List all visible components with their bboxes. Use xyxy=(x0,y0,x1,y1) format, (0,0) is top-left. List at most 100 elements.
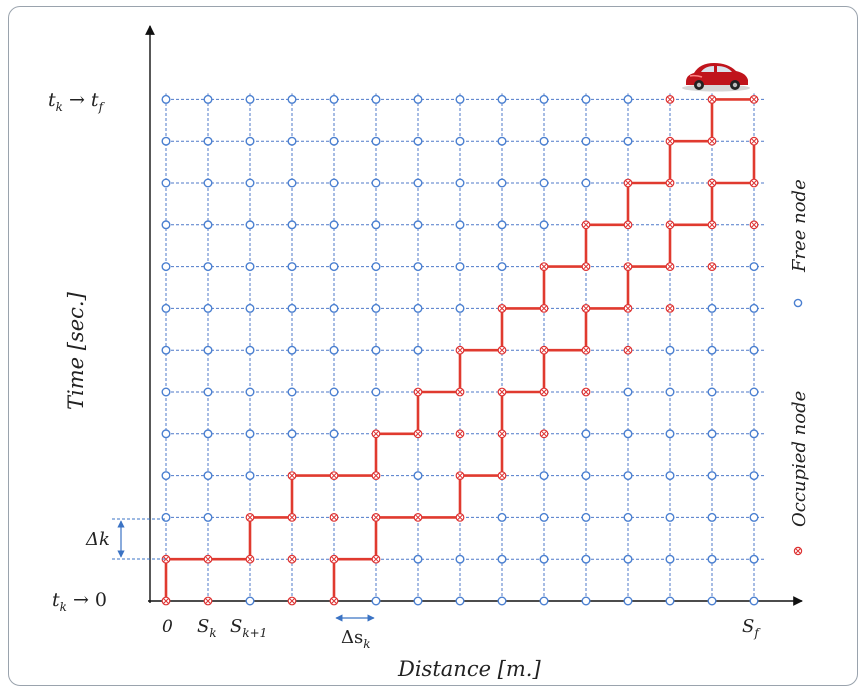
free-node xyxy=(245,303,255,313)
free-node xyxy=(749,596,759,606)
free-node xyxy=(287,387,297,397)
free-node xyxy=(707,596,717,606)
occupied-node xyxy=(455,345,465,355)
free-node xyxy=(203,303,213,313)
occupied-node xyxy=(413,513,423,522)
free-node xyxy=(581,178,591,188)
free-node xyxy=(329,345,339,355)
free-node xyxy=(287,303,297,313)
free-node xyxy=(539,94,549,104)
occupied-node xyxy=(371,513,381,522)
occupied-node xyxy=(623,345,633,355)
occupied-node xyxy=(371,429,381,439)
free-node xyxy=(665,345,675,355)
free-node xyxy=(203,512,213,522)
free-node xyxy=(203,471,213,481)
free-node xyxy=(161,178,171,188)
occupied-node xyxy=(287,596,297,606)
free-node xyxy=(581,471,591,481)
free-node xyxy=(707,554,717,564)
occupied-node xyxy=(497,304,507,313)
free-node xyxy=(245,429,255,439)
y-axis-title: Time [sec.] xyxy=(64,291,88,410)
free-node xyxy=(455,303,465,313)
free-node xyxy=(623,387,633,397)
free-node xyxy=(455,554,465,564)
free-node xyxy=(203,387,213,397)
free-node xyxy=(623,512,633,522)
legend-free-node-marker xyxy=(793,298,803,308)
free-node xyxy=(245,178,255,188)
figure-frame xyxy=(8,6,858,686)
occupied-node xyxy=(539,387,549,397)
free-node xyxy=(665,471,675,481)
free-node xyxy=(539,220,549,230)
free-node xyxy=(371,345,381,355)
occupied-node xyxy=(455,429,465,439)
occupied-node xyxy=(539,262,549,272)
free-node xyxy=(665,596,675,606)
free-node xyxy=(413,303,423,313)
free-node xyxy=(329,178,339,188)
occupied-node xyxy=(329,471,339,481)
occupied-node xyxy=(497,387,507,397)
occupied-node xyxy=(665,178,675,188)
legend-occupied-node-marker xyxy=(793,546,803,556)
free-node xyxy=(371,94,381,104)
free-node xyxy=(161,262,171,272)
free-node xyxy=(581,512,591,522)
free-node xyxy=(371,136,381,146)
free-node xyxy=(413,262,423,272)
occupied-node xyxy=(245,513,255,522)
occupied-node xyxy=(371,554,381,564)
occupied-node xyxy=(581,304,591,313)
occupied-node xyxy=(287,554,297,564)
free-node xyxy=(371,262,381,272)
occupied-node xyxy=(539,429,549,439)
free-node xyxy=(161,136,171,146)
free-node xyxy=(371,387,381,397)
free-node xyxy=(329,220,339,230)
free-node xyxy=(707,345,717,355)
free-node xyxy=(413,220,423,230)
free-node xyxy=(455,178,465,188)
free-node xyxy=(161,94,171,104)
occupied-node xyxy=(623,304,633,313)
free-node xyxy=(287,429,297,439)
free-node xyxy=(539,136,549,146)
free-node xyxy=(581,554,591,564)
free-node xyxy=(455,220,465,230)
free-node xyxy=(245,262,255,272)
free-node xyxy=(623,554,633,564)
free-node xyxy=(707,471,717,481)
free-node xyxy=(245,94,255,104)
occupied-node xyxy=(665,94,675,104)
occupied-node xyxy=(329,554,339,564)
free-node xyxy=(623,94,633,104)
free-node xyxy=(539,471,549,481)
occupied-node xyxy=(623,178,633,188)
free-node xyxy=(749,387,759,397)
free-node xyxy=(371,220,381,230)
free-node xyxy=(413,345,423,355)
occupied-node xyxy=(539,345,549,355)
free-node xyxy=(497,220,507,230)
free-node xyxy=(329,429,339,439)
legend-free-label: Free node xyxy=(789,179,810,273)
free-node xyxy=(245,387,255,397)
free-node xyxy=(287,345,297,355)
free-node xyxy=(413,94,423,104)
free-node xyxy=(749,262,759,272)
free-node xyxy=(539,554,549,564)
free-node xyxy=(161,303,171,313)
free-node xyxy=(749,471,759,481)
occupied-node xyxy=(707,94,717,104)
free-node xyxy=(161,512,171,522)
free-node xyxy=(539,596,549,606)
occupied-node xyxy=(749,178,759,188)
occupied-node xyxy=(581,345,591,355)
free-node xyxy=(665,429,675,439)
free-node xyxy=(455,596,465,606)
free-node xyxy=(539,512,549,522)
free-node xyxy=(161,387,171,397)
